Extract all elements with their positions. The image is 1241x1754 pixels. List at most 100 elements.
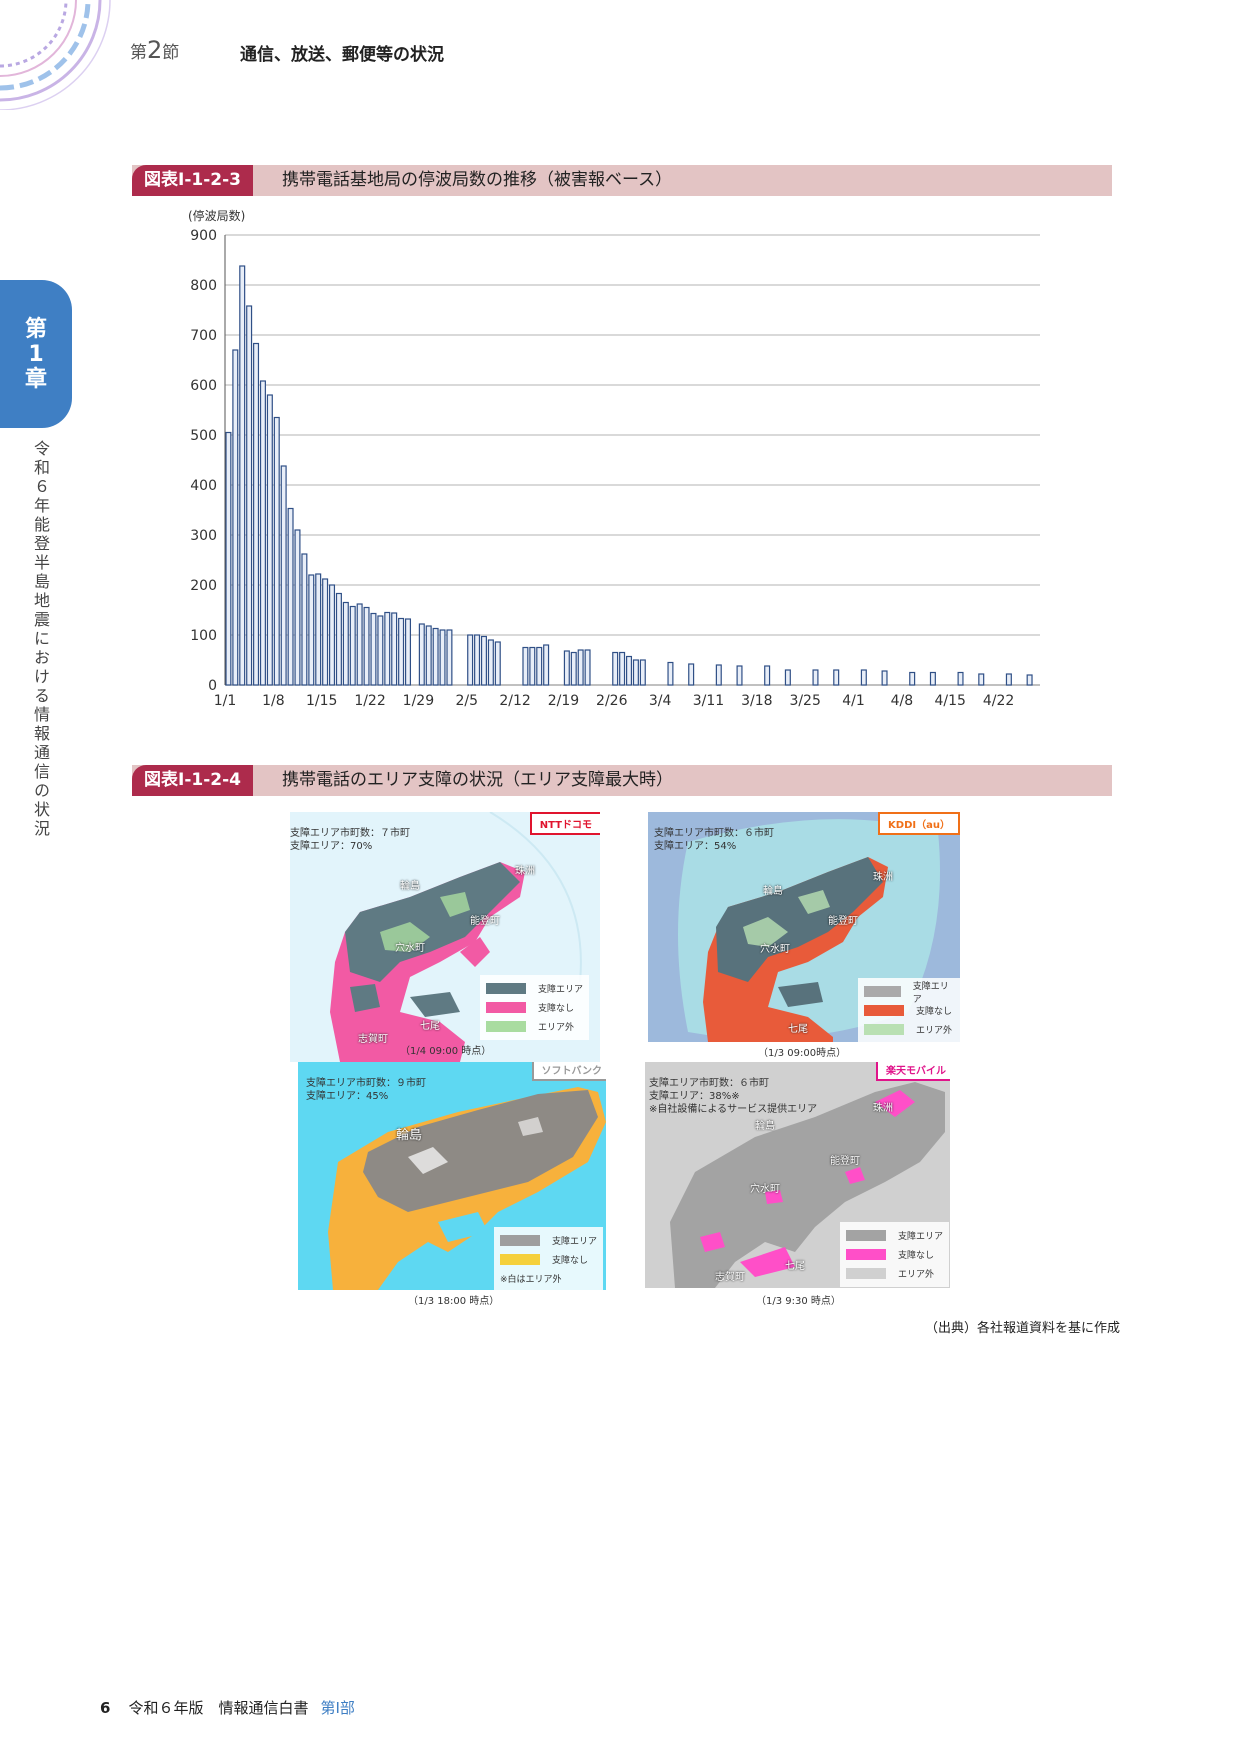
map-docomo-place: 能登町: [470, 916, 500, 927]
x-tick-label: 1/1: [214, 693, 237, 709]
chapter-tab: 第 1 章: [0, 280, 72, 428]
x-tick-label: 2/19: [548, 693, 579, 709]
x-tick-label: 2/5: [455, 693, 478, 709]
bar: [929, 671, 936, 686]
map-softbank-time: （1/3 18:00 時点）: [408, 1296, 500, 1307]
map-kddi-place: 七尾: [788, 1024, 808, 1035]
legend-label: 支障エリア: [552, 1237, 598, 1247]
map-softbank-place: 輪島: [396, 1128, 423, 1143]
figure2-header: 図表Ⅰ-1-2-4 携帯電話のエリア支障の状況（エリア支障最大時）: [132, 765, 1112, 796]
bar: [273, 416, 280, 686]
bar: [522, 646, 529, 686]
y-tick-label: 0: [208, 678, 217, 694]
x-tick-label: 3/25: [789, 693, 820, 709]
map-kddi-legend: 支障エリア 支障なし エリア外: [858, 978, 960, 1042]
y-tick-label: 500: [190, 428, 217, 444]
x-tick-label: 1/8: [262, 693, 285, 709]
figure1-title: 携帯電話基地局の停波局数の推移（被害報ベース）: [282, 170, 673, 190]
legend-swatch: [846, 1268, 886, 1279]
bar: [474, 634, 481, 686]
map-docomo-place: 七尾: [420, 1021, 440, 1032]
map-rakuten-image: [645, 1062, 950, 1288]
chapter-char-2: 章: [24, 366, 47, 392]
legend-swatch: [500, 1235, 540, 1246]
bar: [308, 574, 315, 686]
map-softbank: 支障エリア市町数：９市町 支障エリア：45% ソフトバンク 輪島 支障エリア 支…: [298, 1062, 606, 1290]
bar: [909, 671, 916, 686]
bar: [784, 669, 791, 686]
bar: [329, 584, 336, 686]
corner-decoration: [0, 0, 111, 110]
bar: [529, 646, 536, 686]
x-tick-label: 2/12: [499, 693, 530, 709]
bar: [487, 639, 494, 686]
bar: [978, 673, 985, 686]
map-kddi-badge: KDDI（au）: [878, 812, 960, 835]
bar: [860, 669, 867, 686]
legend-note: ※白はエリア外: [500, 1275, 562, 1285]
bar: [764, 665, 771, 686]
bar: [232, 349, 239, 686]
legend-swatch: [846, 1249, 886, 1260]
bar: [384, 611, 391, 686]
y-tick-label: 700: [190, 328, 217, 344]
legend-label: 支障エリア: [898, 1232, 944, 1242]
bar: [446, 629, 453, 686]
x-tick-label: 4/15: [934, 693, 965, 709]
legend-label: 支障なし: [898, 1251, 935, 1261]
section-label: 第2節: [130, 36, 180, 64]
map-rakuten-place: 輪島: [755, 1121, 775, 1132]
figure1-header: 図表Ⅰ-1-2-3 携帯電話基地局の停波局数の推移（被害報ベース）: [132, 165, 1112, 196]
legend-swatch: [486, 1002, 526, 1013]
bar: [632, 659, 639, 686]
bar: [439, 629, 446, 686]
map-docomo-time: （1/4 09:00 時点）: [400, 1046, 492, 1057]
legend-label: 支障エリア: [538, 985, 584, 995]
bar: [349, 605, 356, 686]
bar: [812, 669, 819, 686]
bar: [612, 651, 619, 686]
bar: [639, 659, 646, 686]
bar: [563, 650, 570, 686]
bar: [342, 601, 349, 686]
legend-swatch: [500, 1254, 540, 1265]
x-tick-label: 1/22: [354, 693, 385, 709]
bar: [356, 603, 363, 686]
stations-bar-chart: (停波局数) 0 100 200 300 400 500 600 700 800 900 1/1 1/8…: [188, 208, 1040, 709]
chapter-number: 1: [28, 341, 44, 367]
map-docomo-stats: 支障エリア市町数：７市町 支障エリア：70%: [290, 828, 410, 852]
y-tick-label: 200: [190, 578, 217, 594]
map-softbank-legend: 支障エリア 支障なし ※白はエリア外: [494, 1227, 604, 1290]
legend-label: エリア外: [916, 1026, 953, 1036]
legend-swatch: [486, 983, 526, 994]
bar: [425, 625, 432, 686]
bar: [957, 671, 964, 686]
page-number: 6: [100, 1699, 111, 1717]
legend-label: 支障なし: [552, 1256, 589, 1266]
map-docomo-badge: NTTドコモ: [529, 812, 600, 835]
bar: [280, 465, 287, 686]
legend-label: エリア外: [538, 1023, 575, 1033]
bar: [294, 529, 301, 686]
map-kddi-time: （1/3 09:00時点）: [758, 1048, 847, 1059]
bar: [536, 646, 543, 686]
y-tick-label: 400: [190, 478, 217, 494]
x-tick-label: 1/15: [306, 693, 337, 709]
bar: [315, 573, 322, 686]
bar: [584, 649, 591, 686]
y-tick-label: 900: [190, 228, 217, 244]
legend-swatch: [864, 1005, 904, 1016]
bar: [391, 612, 398, 686]
legend-label: エリア外: [898, 1270, 935, 1280]
map-kddi: 支障エリア市町数：６市町 支障エリア：54% KDDI（au） 輪島 珠洲 能登…: [648, 812, 960, 1042]
map-kddi-place: 能登町: [828, 916, 858, 927]
map-rakuten: 支障エリア市町数：６市町 支障エリア：38%※ ※自社設備によるサービス提供エリ…: [645, 1062, 950, 1288]
bar: [619, 651, 626, 686]
map-docomo-place: 珠洲: [515, 866, 535, 877]
legend-label: 支障なし: [916, 1007, 953, 1017]
bar: [259, 380, 266, 686]
y-tick-label: 300: [190, 528, 217, 544]
section-title: 通信、放送、郵便等の状況: [240, 45, 444, 65]
x-tick-label: 4/1: [842, 693, 865, 709]
map-kddi-place: 珠洲: [873, 872, 893, 883]
